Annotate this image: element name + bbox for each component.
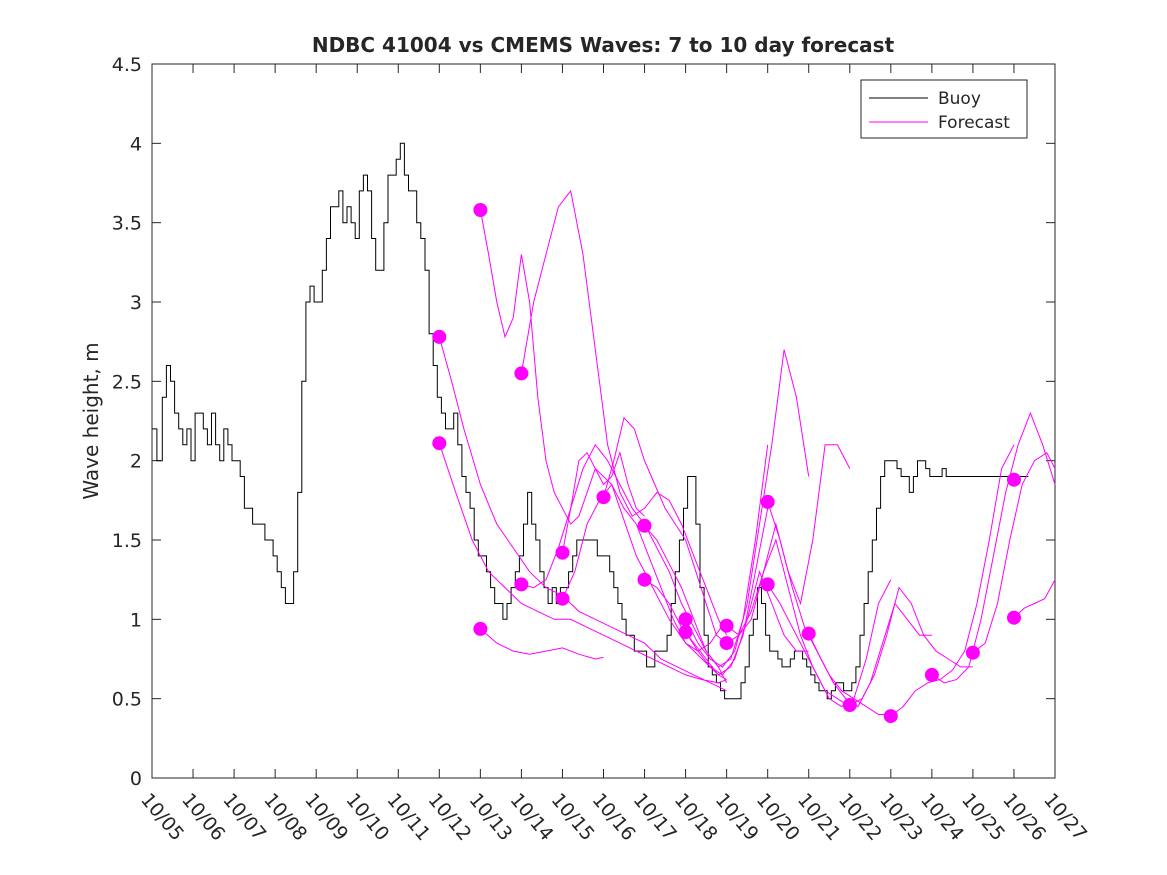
y-tick-label: 0.5: [112, 689, 142, 711]
y-tick-label: 4: [130, 133, 142, 155]
forecast-start-marker: [555, 591, 570, 606]
forecast-start-marker: [637, 572, 652, 587]
y-tick-label: 4.5: [112, 54, 142, 76]
forecast-start-marker: [596, 490, 611, 505]
forecast-line-21: [931, 411, 1056, 684]
y-axis-ticks: 0 0.5 1 1.5 2 2.5 3 3.5 4 4.5: [112, 54, 1055, 790]
forecast-series-group: [438, 189, 1056, 717]
forecast-line-12: [685, 349, 810, 668]
buoy-line: [152, 142, 1029, 700]
forecast-start-marker: [965, 645, 980, 660]
forecast-start-marker: [883, 709, 898, 724]
forecast-start-marker: [432, 436, 447, 451]
forecast-start-marker: [801, 626, 816, 641]
forecast-start-marker: [678, 612, 693, 627]
forecast-line-2: [438, 443, 727, 684]
forecast-line-19: [849, 586, 973, 706]
y-tick-label: 3.5: [112, 213, 142, 235]
plot-frame: [151, 63, 1056, 779]
y-tick-label: 3: [130, 292, 142, 314]
forecast-start-marker: [760, 494, 775, 509]
plot-area: 00.511.522.533.544.5 10/0510/0610/0710/0…: [112, 54, 1091, 845]
legend-forecast-label: Forecast: [938, 113, 1010, 133]
forecast-start-marker: [842, 698, 857, 712]
y-tick-label: 0: [130, 768, 142, 790]
forecast-start-marker: [555, 545, 570, 560]
forecast-start-marker: [1007, 610, 1021, 625]
forecast-line-17: [767, 579, 892, 708]
y-tick-label: 1.5: [112, 530, 142, 552]
forecast-line-7: [562, 450, 645, 553]
forecast-start-marker: [473, 621, 488, 636]
forecast-line-8: [562, 483, 728, 652]
forecast-line-1: [438, 336, 727, 692]
forecast-line-5: [520, 189, 728, 636]
forecast-line-10: [644, 444, 769, 668]
forecast-start-marker: [432, 329, 447, 344]
forecast-start-marker: [514, 366, 529, 381]
forecast-line-15: [726, 538, 851, 708]
legend-box: [860, 79, 1028, 139]
forecast-line-11: [644, 508, 769, 676]
forecast-start-marker: [514, 577, 529, 592]
y-tick-label: 2: [130, 451, 142, 473]
forecast-start-marker: [1007, 472, 1021, 487]
forecast-start-marker: [719, 618, 734, 633]
y-axis-label: Wave height, m: [79, 342, 103, 499]
forecast-line-23: [1013, 579, 1056, 619]
forecast-line-3: [479, 209, 727, 681]
y-tick-label: 2.5: [112, 371, 142, 393]
forecast-start-marker: [473, 203, 488, 217]
forecast-line-9: [603, 416, 727, 644]
forecast-start-markers: [432, 203, 1021, 724]
buoy-series: [152, 142, 1029, 700]
y-tick-label: 1: [130, 609, 142, 631]
forecast-line-22: [972, 451, 1056, 654]
legend-buoy-label: Buoy: [938, 89, 981, 109]
forecast-start-marker: [678, 625, 693, 639]
forecast-start-marker: [637, 518, 652, 533]
chart-title: NDBC 41004 vs CMEMS Waves: 7 to 10 day f…: [312, 33, 895, 57]
legend: Buoy Forecast: [860, 79, 1028, 139]
forecast-line-20: [890, 444, 1015, 717]
forecast-start-marker: [760, 577, 775, 592]
forecast-start-marker: [719, 636, 734, 651]
forecast-start-marker: [924, 667, 939, 682]
forecast-line-4: [480, 628, 604, 660]
